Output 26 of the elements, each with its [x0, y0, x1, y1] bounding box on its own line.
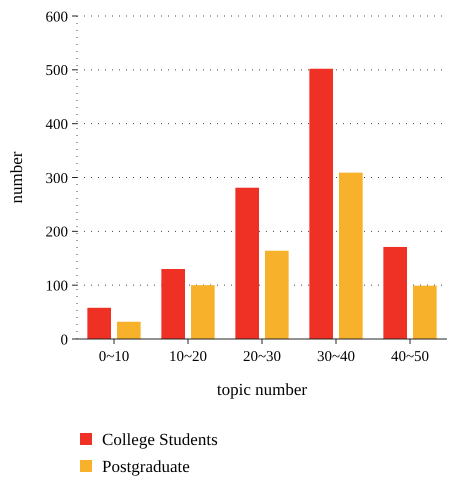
y-axis-title: number: [7, 151, 26, 204]
bar: [117, 322, 141, 339]
x-tick-label: 10~20: [168, 349, 208, 365]
x-tick-label: 20~30: [242, 349, 282, 365]
bar: [383, 246, 407, 339]
bar: [309, 68, 333, 339]
x-tick-label: 0~10: [98, 349, 130, 365]
y-tick-label: 400: [46, 116, 68, 133]
legend-label: Postgraduate: [102, 456, 190, 476]
bar: [339, 172, 363, 339]
x-axis-title: topic number: [216, 380, 308, 399]
bar: [235, 188, 259, 339]
legend-label: College Students: [102, 430, 218, 449]
bar: [161, 269, 185, 339]
x-tick-label: 40~50: [390, 349, 430, 365]
bar: [87, 308, 111, 339]
x-tick-label: 30~40: [316, 349, 356, 365]
bar: [191, 285, 215, 339]
y-tick-label: 0: [60, 332, 68, 348]
y-tick-label: 100: [46, 278, 68, 294]
bar: [413, 286, 437, 339]
y-tick-label: 500: [46, 63, 68, 80]
y-tick-label: 600: [46, 9, 68, 26]
y-tick-label: 300: [46, 170, 68, 187]
bar: [265, 250, 289, 339]
y-tick-label: 200: [46, 224, 68, 241]
